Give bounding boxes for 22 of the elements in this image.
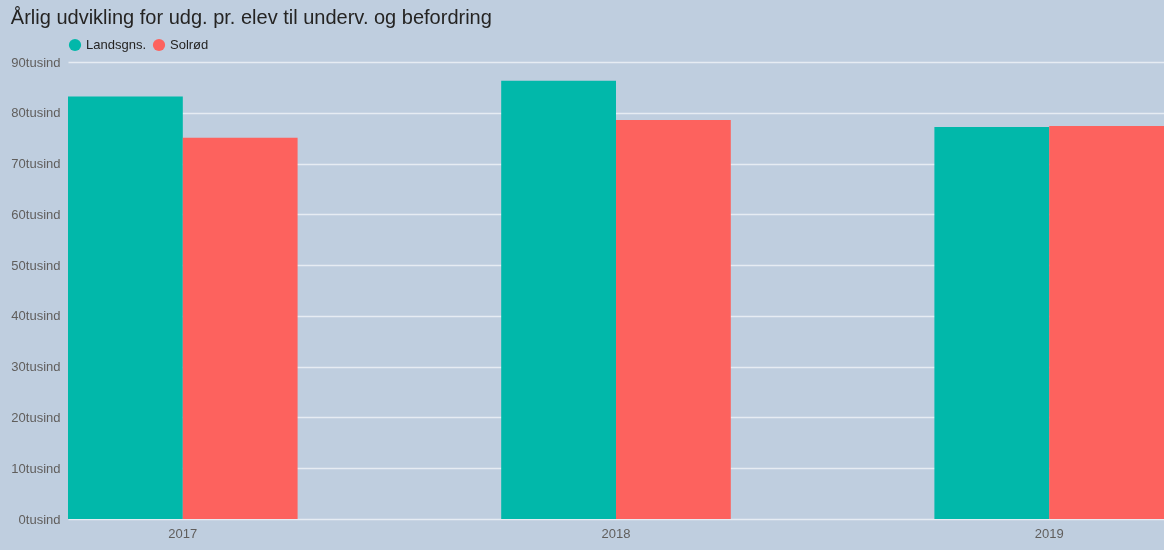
- bar: [616, 119, 731, 519]
- y-tick-label: 0tusind: [18, 511, 61, 527]
- bar: [182, 137, 298, 519]
- y-tick-label: 10tusind: [11, 460, 61, 476]
- y-tick-label: 70tusind: [11, 156, 61, 172]
- x-tick-label: 2019: [1034, 525, 1064, 541]
- y-tick-label: 60tusind: [11, 206, 61, 222]
- chart-title: Årlig udvikling for udg. pr. elev til underv. og befordring: [10, 6, 492, 28]
- y-tick-label: 20tusind: [11, 409, 61, 425]
- x-tick-label: 2017: [168, 525, 198, 541]
- bar: [501, 80, 616, 519]
- y-tick-label: 40tusind: [11, 308, 61, 324]
- bar: [934, 127, 1050, 519]
- y-tick-label: 50tusind: [11, 257, 61, 273]
- bar: [68, 96, 183, 519]
- legend-label: Solrød: [170, 37, 209, 52]
- legend-label: Landsgns.: [86, 37, 146, 52]
- y-tick-label: 80tusind: [11, 105, 61, 121]
- y-tick-label: 90tusind: [11, 54, 61, 70]
- x-tick-label: 2018: [601, 525, 631, 541]
- y-tick-label: 30tusind: [11, 359, 61, 375]
- bar: [1049, 125, 1164, 519]
